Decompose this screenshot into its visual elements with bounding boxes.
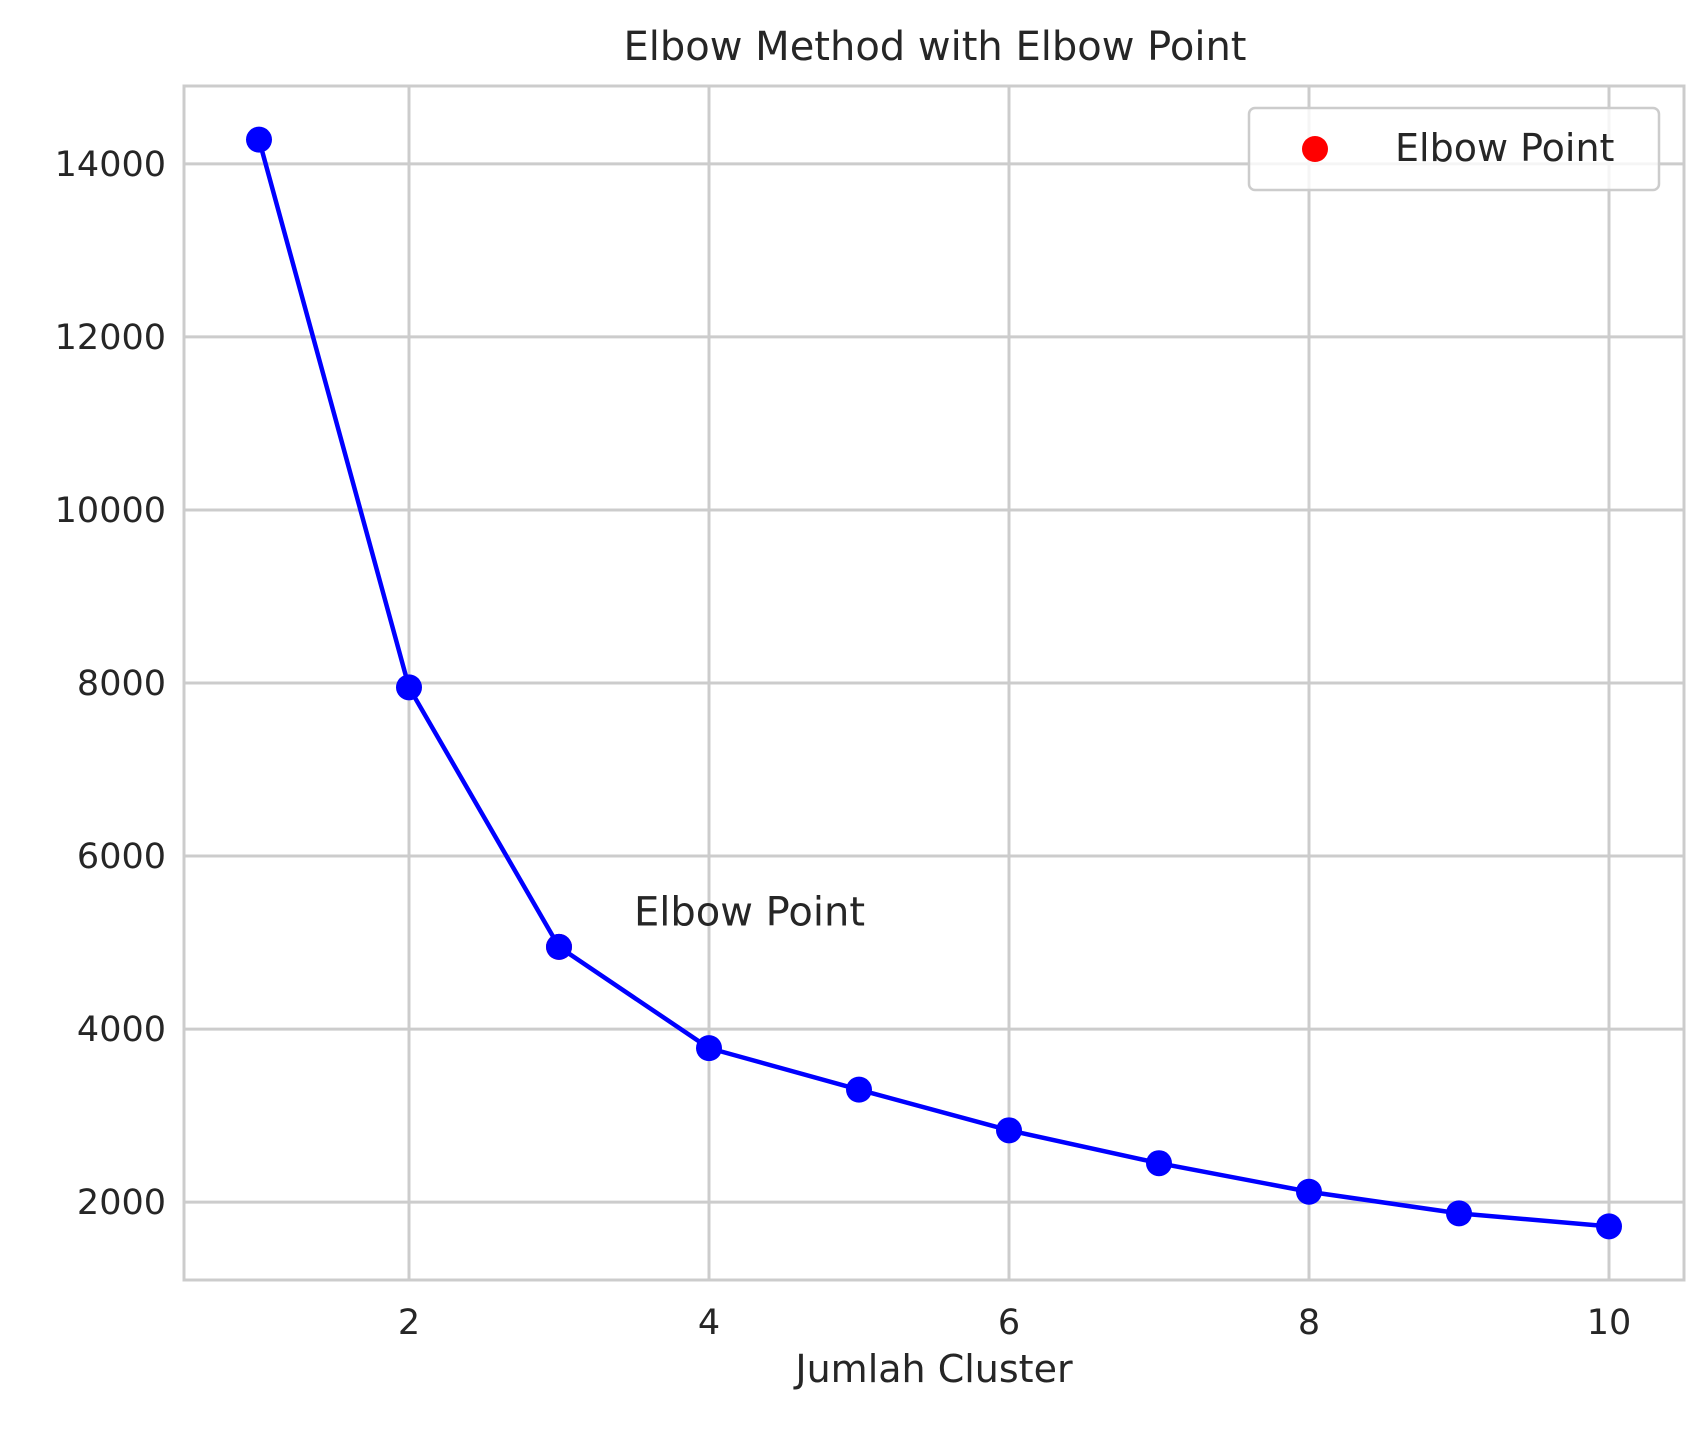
y-tick-label: 8000 xyxy=(77,664,166,704)
legend-label: Elbow Point xyxy=(1395,126,1614,170)
x-tick-label: 8 xyxy=(1298,1303,1320,1343)
data-point xyxy=(1146,1150,1172,1177)
plot-frame xyxy=(182,84,1686,1282)
y-tick-label: 2000 xyxy=(77,1183,166,1223)
data-point xyxy=(1596,1213,1622,1240)
series-group xyxy=(246,126,1622,1240)
grid-lines xyxy=(184,86,1684,1280)
y-tick-labels: 2000 4000 6000 8000 10000 12000 14000 xyxy=(55,145,166,1223)
x-tick-label: 10 xyxy=(1587,1303,1632,1343)
x-tick-label: 4 xyxy=(698,1303,720,1343)
y-tick-label: 10000 xyxy=(55,491,166,531)
data-point xyxy=(846,1076,872,1103)
legend-marker-icon xyxy=(1302,136,1328,162)
legend: Elbow Point xyxy=(1247,106,1661,192)
legend-box xyxy=(1247,106,1661,192)
data-point xyxy=(546,933,572,960)
x-axis-label: Jumlah Cluster xyxy=(793,1347,1073,1391)
y-tick-label: 6000 xyxy=(77,837,166,877)
data-point xyxy=(246,126,272,153)
series-line xyxy=(256,139,1610,1229)
x-tick-label: 6 xyxy=(998,1303,1020,1343)
x-tick-label: 2 xyxy=(398,1303,420,1343)
y-tick-label: 14000 xyxy=(55,145,166,185)
data-point xyxy=(996,1117,1022,1144)
data-point xyxy=(1446,1200,1472,1227)
data-point xyxy=(396,674,422,701)
x-tick-labels: 2 4 6 8 10 xyxy=(398,1303,1631,1343)
elbow-annotation: Elbow Point xyxy=(634,889,865,935)
y-tick-label: 4000 xyxy=(77,1010,166,1050)
chart-title: Elbow Method with Elbow Point xyxy=(624,24,1247,70)
data-point xyxy=(696,1035,722,1062)
y-tick-label: 12000 xyxy=(55,318,166,358)
data-point xyxy=(1296,1178,1322,1205)
